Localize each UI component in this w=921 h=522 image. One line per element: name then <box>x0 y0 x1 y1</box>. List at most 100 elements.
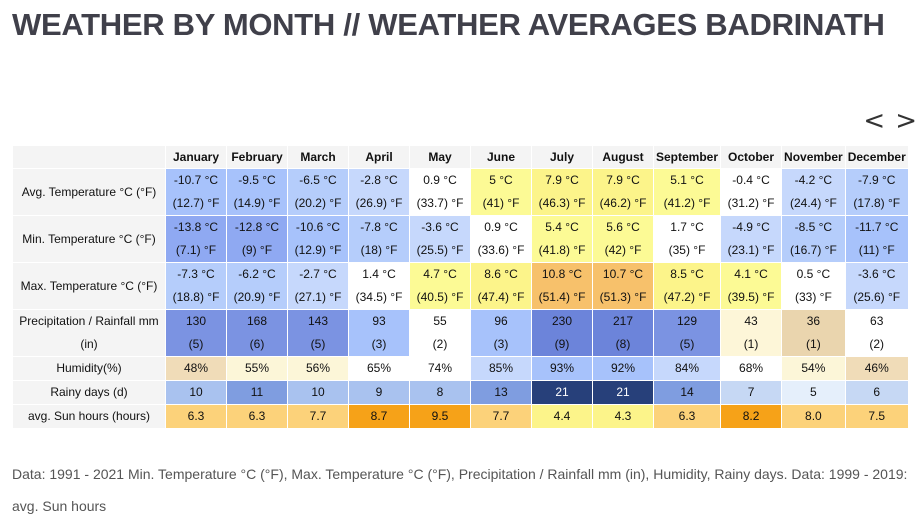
cell-value: -3.6 °C <box>857 267 896 281</box>
cell-value: 130 <box>185 314 207 328</box>
cell-secondary-value: (25.6) °F <box>853 290 901 304</box>
month-header-june: June <box>471 146 531 168</box>
cell-secondary-value: (16.7) °F <box>789 243 837 257</box>
cell-secondary-value: (46.2) °F <box>599 196 647 210</box>
table-cell: 21 <box>593 381 653 404</box>
table-cell: 8.5 °C (47.2) °F <box>654 263 721 309</box>
table-cell: 84% <box>654 357 721 380</box>
cell-secondary-value: (7.1) °F <box>175 243 217 257</box>
cell-value: 11 <box>250 385 264 399</box>
row-label: Humidity(%) <box>13 357 165 380</box>
cell-value: 13 <box>494 385 508 399</box>
month-header-april: April <box>349 146 409 168</box>
cell-value: 8.5 °C <box>670 267 704 281</box>
cell-value: -6.5 °C <box>299 173 337 187</box>
table-cell: 168 (6) <box>227 310 287 356</box>
cell-value: -12.8 °C <box>234 220 280 234</box>
cell-value: 68% <box>739 361 764 375</box>
cell-value: 93% <box>549 361 575 375</box>
month-header-november: November <box>782 146 845 168</box>
table-cell: -7.9 °C (17.8) °F <box>845 169 908 215</box>
cell-value: -7.3 °C <box>177 267 215 281</box>
cell-secondary-value: (3) <box>493 337 509 351</box>
cell-secondary-value: (41.2) °F <box>663 196 711 210</box>
cell-secondary-value: (14.9) °F <box>233 196 281 210</box>
table-cell: 7.9 °C (46.3) °F <box>532 169 592 215</box>
cell-value: 46% <box>864 361 889 375</box>
table-cell: 6.3 <box>166 405 226 428</box>
table-cell: -6.2 °C (20.9) °F <box>227 263 287 309</box>
table-cell: 230 (9) <box>532 310 592 356</box>
cell-value: -8.5 °C <box>794 220 833 234</box>
table-cell: -13.8 °C (7.1) °F <box>166 216 226 262</box>
table-cell: 13 <box>471 381 531 404</box>
next-arrow-icon[interactable]: > <box>895 106 917 136</box>
cell-secondary-value: (12.9) °F <box>294 243 342 257</box>
cell-secondary-value: (39.5) °F <box>727 290 775 304</box>
cell-secondary-value: (9) °F <box>241 243 273 257</box>
table-cell: 10.8 °C (51.4) °F <box>532 263 592 309</box>
cell-value: -10.7 °C <box>173 173 219 187</box>
table-cell: 1.7 °C (35) °F <box>654 216 721 262</box>
table-cell: 7.7 <box>288 405 348 428</box>
cell-value: 0.9 °C <box>423 173 457 187</box>
previous-arrow-icon[interactable]: < <box>863 106 886 136</box>
table-cell: 9 <box>349 381 409 404</box>
month-header-row: January February March April May June July Augu… <box>13 146 908 168</box>
cell-secondary-value: (41.8) °F <box>538 243 586 257</box>
cell-value: 55% <box>244 361 270 375</box>
cell-secondary-value: (5) <box>188 337 204 351</box>
table-cell: 63 (2) <box>845 310 908 356</box>
table-cell: 74% <box>410 357 470 380</box>
table-cell: 129 (5) <box>654 310 721 356</box>
precipitation-row: Precipitation / Rainfall mm (in) 130 (5) 16… <box>13 310 908 356</box>
cell-value: 7.7 <box>309 409 327 423</box>
cell-value: 74% <box>427 361 453 375</box>
cell-value: 5.1 °C <box>670 173 704 187</box>
table-cell: 85% <box>471 357 531 380</box>
table-cell: 8.2 <box>721 405 782 428</box>
min-temperature-row: Min. Temperature °C (°F) -13.8 °C (7.1) °F… <box>13 216 908 262</box>
table-cell: 8 <box>410 381 470 404</box>
cell-value: 168 <box>246 314 268 328</box>
cell-value: 63 <box>870 314 884 328</box>
cell-value: -3.6 °C <box>421 220 459 234</box>
cell-secondary-value: (1) <box>743 337 759 351</box>
cell-secondary-value: (17.8) °F <box>853 196 901 210</box>
cell-value: 8.7 <box>370 409 388 423</box>
cell-value: -0.4 °C <box>732 173 770 187</box>
cell-secondary-value: (18) °F <box>360 243 398 257</box>
table-cell: 7.5 <box>845 405 908 428</box>
table-cell: 0.9 °C (33.7) °F <box>410 169 470 215</box>
table-cell: 7 <box>721 381 782 404</box>
cell-value: -2.8 °C <box>360 173 398 187</box>
table-cell: 4.4 <box>532 405 592 428</box>
cell-secondary-value: (24.4) °F <box>789 196 837 210</box>
cell-secondary-value: (42) °F <box>604 243 642 257</box>
cell-value: 5 °C <box>489 173 513 187</box>
row-label: avg. Sun hours (hours) <box>13 405 165 428</box>
cell-value: -10.6 °C <box>295 220 341 234</box>
page-title: WEATHER BY MONTH // WEATHER AVERAGES BAD… <box>12 7 885 42</box>
cell-secondary-value: (47.2) °F <box>663 290 711 304</box>
cell-value: 5.6 °C <box>606 220 640 234</box>
table-cell: 48% <box>166 357 226 380</box>
cell-value: 6.3 <box>248 409 266 423</box>
cell-value: 8.0 <box>805 409 822 423</box>
month-header-february: February <box>227 146 287 168</box>
cell-secondary-value: (18.8) °F <box>172 290 220 304</box>
row-label: Rainy days (d) <box>13 381 165 404</box>
cell-secondary-value: (33) °F <box>794 290 832 304</box>
cell-value: -11.7 °C <box>855 220 899 234</box>
cell-value: 55 <box>433 314 447 328</box>
table-cell: 6.3 <box>227 405 287 428</box>
row-label: Max. Temperature °C (°F) <box>13 263 165 309</box>
cell-value: 92% <box>610 361 636 375</box>
weather-averages-table: January February March April May June July Augu… <box>12 145 909 429</box>
month-header-december: December <box>845 146 908 168</box>
table-cell: 55% <box>227 357 287 380</box>
humidity-row: Humidity(%) 48% 55% 56% 65% 74% 85% 93% 92% 84% 68… <box>13 357 908 380</box>
cell-value: 4.4 <box>553 409 571 423</box>
cell-secondary-value: (47.4) °F <box>477 290 525 304</box>
cell-value: -9.5 °C <box>238 173 276 187</box>
